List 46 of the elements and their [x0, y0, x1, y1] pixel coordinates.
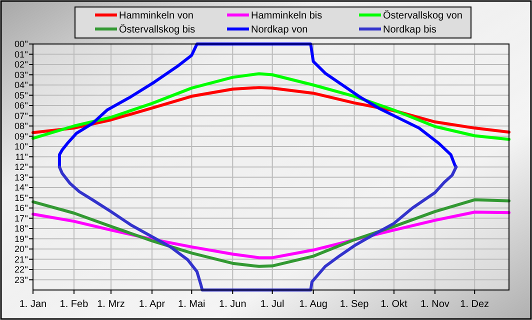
- y-tick-label: 23'': [14, 274, 28, 285]
- y-tick-label: 07'': [14, 110, 28, 121]
- x-tick-label: 1. Jun: [219, 299, 246, 310]
- y-tick-label: 22'': [14, 264, 28, 275]
- y-tick-label: 16'': [14, 203, 28, 214]
- legend-label: Hamminkeln bis: [251, 10, 322, 22]
- x-tick-label: 1. Aug: [299, 299, 328, 310]
- y-tick-label: 01'': [14, 49, 28, 60]
- line-series: [58, 166, 458, 292]
- y-tick-label: 02'': [14, 60, 28, 70]
- y-tick-label: 11'': [15, 152, 28, 162]
- y-tick-label: 14'': [14, 182, 28, 193]
- y-tick-label: 17'': [14, 213, 28, 224]
- line-series: [32, 72, 510, 141]
- y-tick-label: 13'': [14, 172, 28, 182]
- y-tick-label: 03'': [14, 70, 28, 80]
- y-tick-label: 09'': [14, 131, 28, 142]
- y-tick-label: 06'': [14, 100, 28, 111]
- x-tick-label: 1. Apr: [138, 299, 166, 310]
- y-tick-label: 12'': [14, 162, 28, 172]
- line-series: [32, 198, 510, 268]
- x-tick-label: 1. Mrz: [97, 299, 125, 310]
- x-tick-label: 1. Mai: [178, 299, 206, 310]
- x-tick-label: 1. Okt: [380, 299, 408, 310]
- x-tick-label: 1. Feb: [60, 299, 89, 310]
- legend-label: Nordkap von: [251, 24, 308, 36]
- y-tick-label: 18'': [14, 224, 28, 234]
- y-tick-label: 05'': [14, 90, 28, 100]
- legend-label: Östervallskog von: [383, 10, 462, 22]
- y-tick-label: 10'': [14, 142, 28, 152]
- y-tick-label: 20'': [14, 244, 28, 254]
- y-tick-label: 19'': [14, 234, 28, 244]
- y-tick-label: 08'': [14, 121, 28, 132]
- legend-label: Nordkap bis: [383, 24, 436, 36]
- y-tick-label: 21'': [14, 254, 28, 264]
- legend-label: Hamminkeln von: [119, 10, 194, 22]
- y-tick-label: 00'': [14, 39, 28, 50]
- y-tick-label: 04'': [14, 80, 28, 90]
- legend-label: Östervallskog bis: [119, 24, 196, 36]
- x-tick-label: 1. Jan: [19, 299, 47, 310]
- x-tick-label: 1. Dez: [460, 299, 490, 310]
- y-tick-label: 15'': [14, 192, 28, 203]
- line-series: [58, 42, 458, 168]
- x-tick-label: 1. Sep: [340, 299, 370, 310]
- x-tick-label: 1. Nov: [420, 299, 450, 310]
- x-tick-label: 1. Jul: [260, 299, 284, 310]
